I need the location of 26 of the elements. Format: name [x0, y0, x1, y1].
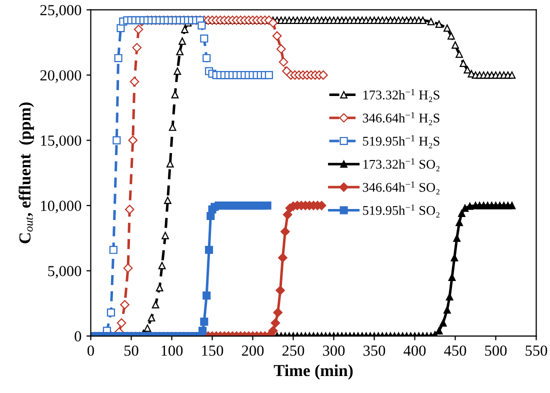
- x-tick-label: 0: [88, 345, 94, 356]
- x-tick-label: 500: [485, 345, 507, 356]
- x-tick-label: 50: [124, 345, 138, 356]
- y-tick-label: 20,000: [40, 70, 82, 83]
- y-axis-title: C$_{out}$, effluent (ppm): [18, 102, 34, 244]
- y-tick-label: 25,000: [40, 4, 82, 18]
- legend-label: 519.95h$^{−1}$ SO₂: [363, 204, 440, 218]
- x-tick-label: 550: [526, 345, 548, 356]
- legend-label: 173.32h$^{−1}$ H₂S: [363, 88, 440, 102]
- x-tick-label: 100: [162, 345, 183, 356]
- x-axis-title: Time (min): [274, 364, 353, 380]
- x-tick-label: 150: [202, 345, 224, 356]
- x-tick-label: 250: [282, 345, 304, 356]
- legend-label: 519.95h$^{−1}$ H₂S: [363, 135, 440, 148]
- legend-label: 173.32h$^{−1}$ SO₂: [363, 158, 440, 172]
- x-tick-label: 350: [364, 345, 386, 356]
- legend-label: 346.64h$^{−1}$ H₂S: [362, 112, 440, 126]
- x-tick-label: 450: [444, 345, 466, 356]
- x-tick-label: 300: [323, 345, 345, 356]
- y-tick-label: 15,000: [41, 135, 82, 148]
- y-tick-label: 10,000: [41, 200, 82, 214]
- y-tick-label: 5,000: [48, 266, 82, 278]
- y-tick-label: 0: [74, 331, 82, 342]
- x-tick-label: 400: [404, 345, 426, 356]
- x-tick-label: 200: [242, 345, 264, 356]
- legend-label: 346.64h$^{−1}$ SO₂: [362, 181, 440, 194]
